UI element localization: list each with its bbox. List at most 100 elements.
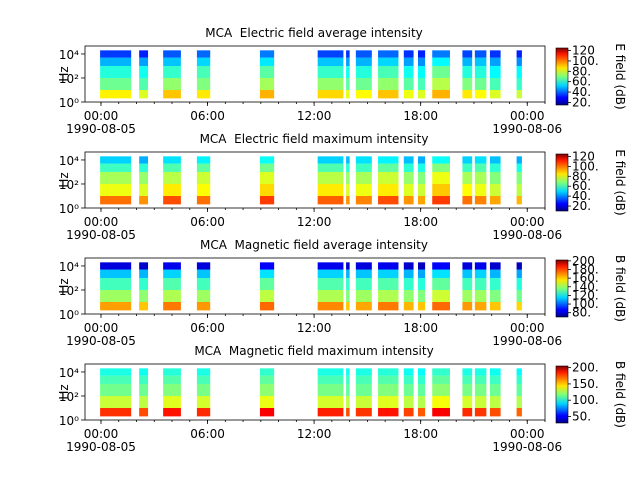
spectrogram-cell <box>100 183 132 196</box>
colorbar-tick-label: 100. <box>572 159 599 173</box>
spectrogram-cell <box>462 301 473 311</box>
spectrogram-cell <box>139 289 149 302</box>
spectrogram-cell <box>378 301 399 311</box>
spectrogram-cell <box>139 301 149 311</box>
spectrogram-cell <box>403 395 414 408</box>
colorbar-tick-label: 140. <box>572 280 599 294</box>
spectrogram-cell <box>317 163 344 172</box>
spectrogram-cell <box>474 65 487 78</box>
spectrogram-cell <box>432 277 450 290</box>
spectrogram-cell <box>196 50 211 58</box>
spectrogram-cell <box>378 289 399 302</box>
spectrogram-cell <box>355 195 372 205</box>
spectrogram-cell <box>489 195 501 205</box>
spectrogram-cell <box>259 163 275 172</box>
axes-frame <box>84 45 546 103</box>
spectrogram-cell <box>418 163 426 172</box>
spectrogram-cell <box>432 50 450 58</box>
spectrogram-cell <box>418 183 426 196</box>
spectrogram-cell <box>355 57 372 66</box>
x-tick-label: 12:00 <box>297 321 332 335</box>
spectrogram-cell <box>317 57 344 66</box>
spectrogram-cell <box>403 171 414 184</box>
spectrogram-cell <box>163 57 181 66</box>
spectrogram-cell <box>378 65 399 78</box>
spectrogram-cell <box>462 183 473 196</box>
spectrogram-cell <box>418 89 426 99</box>
spectrogram-cell <box>163 368 181 376</box>
spectrogram-cell <box>317 375 344 384</box>
spectrogram-cell <box>355 183 372 196</box>
spectrogram-cell <box>196 57 211 66</box>
spectrogram-cell <box>418 77 426 90</box>
spectrogram-cell <box>259 375 275 384</box>
spectrogram-cell <box>378 269 399 278</box>
spectrogram-cell <box>355 163 372 172</box>
spectrogram-cell <box>163 156 181 164</box>
colorbar-tick-label: 100. <box>572 393 599 407</box>
y-tick-label: 10⁴ <box>59 260 79 274</box>
spectrogram-cell <box>355 395 372 408</box>
x-tick-label: 00:00 <box>84 109 119 123</box>
y-axis-label: Hz <box>57 278 71 293</box>
spectrogram-cell <box>139 65 149 78</box>
spectrogram-cell <box>418 301 426 311</box>
spectrogram-cell <box>196 289 211 302</box>
colorbar-tick-label: 80. <box>572 169 591 183</box>
spectrogram-cell <box>139 368 149 376</box>
spectrogram-cell <box>516 156 522 164</box>
spectrogram-cell <box>462 195 473 205</box>
spectrogram-cell <box>403 375 414 384</box>
spectrogram-cell <box>139 262 149 270</box>
spectrogram-cell <box>355 65 372 78</box>
y-axis-label: Hz <box>57 172 71 187</box>
spectrogram-cell <box>259 57 275 66</box>
spectrogram-cell <box>403 163 414 172</box>
spectrogram-cell <box>432 183 450 196</box>
spectrogram-cell <box>462 171 473 184</box>
spectrogram-cell <box>474 171 487 184</box>
spectrogram-cell <box>163 301 181 311</box>
spectrogram-cell <box>489 269 501 278</box>
spectrogram-cell <box>474 89 487 99</box>
spectrogram-cell <box>516 375 522 384</box>
x-tick-label: 00:00 <box>84 215 119 229</box>
spectrogram-cell <box>355 383 372 396</box>
spectrogram-cell <box>432 289 450 302</box>
spectrogram-cell <box>474 50 487 58</box>
spectrogram-cell <box>100 65 132 78</box>
colorbar <box>555 47 569 106</box>
spectrogram-cell <box>100 383 132 396</box>
spectrogram-cell <box>378 156 399 164</box>
spectrogram-cell <box>432 65 450 78</box>
panel-title: MCA Magnetic field average intensity <box>200 238 428 252</box>
spectrogram-cell <box>100 262 132 270</box>
spectrogram-cell <box>163 395 181 408</box>
spectrogram-cell <box>346 183 350 196</box>
spectrogram-cell <box>317 156 344 164</box>
spectrogram-cell <box>432 77 450 90</box>
spectrogram-cell <box>474 262 487 270</box>
spectrogram-cell <box>403 195 414 205</box>
spectrogram-cell <box>516 65 522 78</box>
y-tick-label: 10² <box>59 72 79 86</box>
spectrogram-cell <box>516 89 522 99</box>
spectrogram-cell <box>516 57 522 66</box>
spectrogram-cell <box>378 89 399 99</box>
spectrogram-cell <box>196 262 211 270</box>
spectrogram-cell <box>100 50 132 58</box>
spectrogram-cell <box>489 368 501 376</box>
spectrogram-cell <box>100 57 132 66</box>
spectrogram-cell <box>163 277 181 290</box>
spectrogram-cell <box>100 163 132 172</box>
spectrogram-cell <box>355 89 372 99</box>
colorbar-tick-label: 100. <box>572 54 599 68</box>
spectrogram-cell <box>418 395 426 408</box>
spectrogram-cell <box>474 163 487 172</box>
spectrogram-cell <box>462 383 473 396</box>
spectrogram-cell <box>403 269 414 278</box>
spectrogram-cell <box>489 383 501 396</box>
spectrogram-cell <box>474 301 487 311</box>
spectrogram-cell <box>403 89 414 99</box>
spectrogram-cell <box>163 269 181 278</box>
